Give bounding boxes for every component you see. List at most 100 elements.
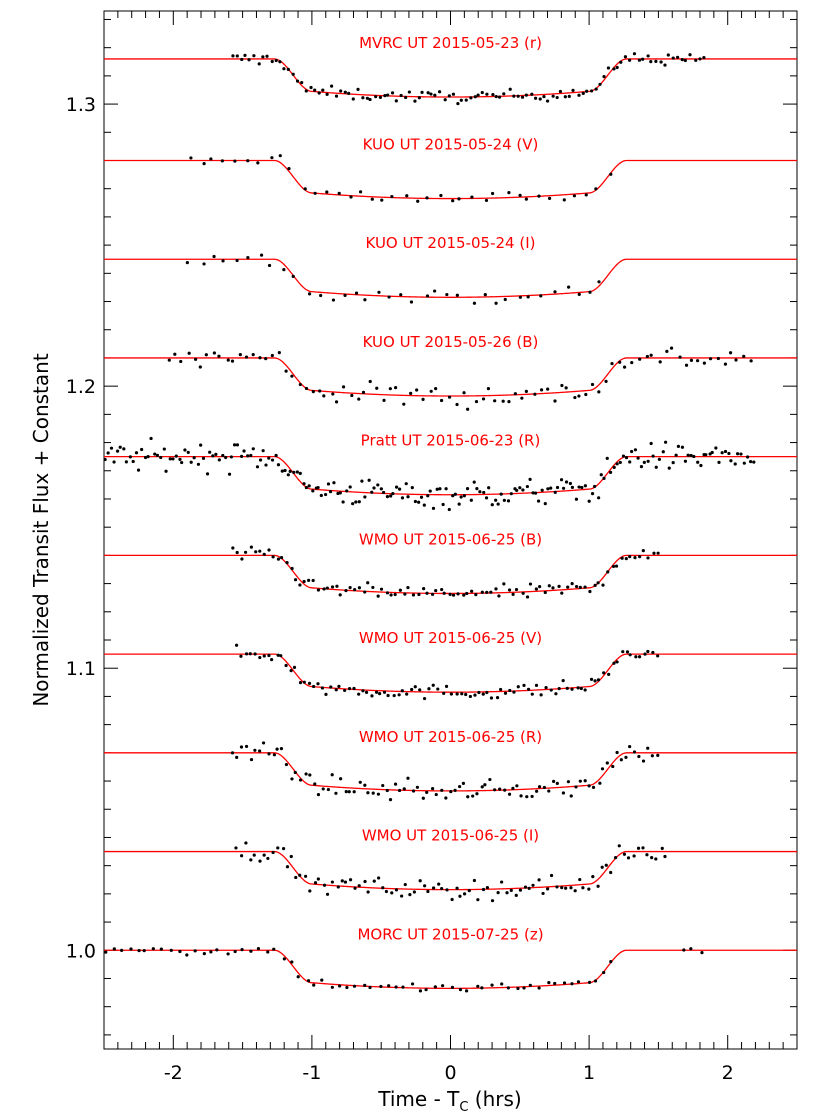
data-point — [192, 456, 196, 460]
data-point — [604, 863, 608, 867]
data-point — [530, 692, 534, 696]
data-point — [382, 490, 386, 495]
data-point — [473, 693, 477, 697]
data-point — [466, 795, 470, 799]
data-point — [615, 65, 619, 70]
data-point — [360, 479, 364, 483]
data-point — [230, 359, 235, 363]
data-point — [636, 846, 641, 850]
data-point — [357, 692, 361, 696]
data-point — [384, 889, 388, 894]
data-point — [704, 453, 708, 457]
data-point — [512, 690, 516, 694]
data-point — [118, 445, 122, 449]
data-point — [379, 487, 383, 491]
data-point — [142, 948, 146, 953]
data-point — [527, 886, 531, 891]
data-point — [282, 67, 286, 71]
data-point — [522, 683, 526, 688]
data-point — [618, 460, 622, 465]
data-point — [352, 984, 357, 988]
data-point — [455, 886, 459, 890]
data-point — [366, 890, 370, 894]
data-point — [221, 453, 225, 458]
data-point — [352, 686, 356, 691]
data-point — [642, 460, 646, 464]
data-point — [518, 193, 522, 197]
data-point — [425, 294, 430, 298]
data-point — [276, 846, 280, 850]
data-point — [483, 292, 487, 297]
data-point — [209, 950, 213, 954]
data-point — [577, 485, 581, 489]
data-point — [270, 59, 274, 64]
data-point — [689, 358, 694, 362]
data-point — [316, 877, 320, 881]
data-point — [442, 591, 446, 595]
data-point — [434, 387, 438, 391]
data-point — [278, 60, 282, 64]
data-point — [518, 486, 522, 490]
data-point — [319, 293, 323, 298]
data-point — [270, 658, 274, 662]
data-point — [546, 887, 550, 891]
data-point — [553, 399, 557, 403]
data-point — [249, 545, 253, 549]
data-point — [683, 58, 687, 63]
data-point — [343, 880, 348, 884]
data-point — [298, 778, 303, 782]
data-point — [497, 594, 501, 598]
data-point — [489, 696, 494, 700]
data-point — [564, 886, 568, 890]
data-point — [254, 550, 258, 554]
data-point — [308, 773, 312, 777]
data-point — [619, 60, 623, 64]
data-point — [445, 292, 449, 297]
data-point — [338, 593, 342, 597]
data-point — [584, 193, 588, 197]
data-point — [325, 586, 329, 590]
data-point — [351, 97, 355, 101]
data-point — [602, 75, 606, 79]
data-point — [600, 767, 605, 771]
data-point — [646, 556, 650, 560]
data-point — [539, 294, 543, 298]
data-point — [322, 587, 326, 591]
data-point — [357, 500, 361, 504]
data-point — [289, 854, 293, 859]
data-point — [375, 386, 379, 390]
data-point — [302, 579, 306, 584]
data-point — [284, 762, 289, 767]
data-point — [547, 789, 551, 793]
data-point — [357, 586, 362, 590]
data-point — [512, 94, 516, 98]
data-point — [388, 798, 393, 802]
data-point — [499, 687, 503, 692]
data-point — [698, 57, 702, 61]
data-point — [258, 749, 262, 753]
data-point — [230, 751, 235, 755]
data-point — [122, 447, 126, 451]
data-point — [521, 591, 525, 595]
data-point — [289, 669, 293, 673]
data-point — [574, 785, 578, 789]
data-point — [265, 54, 269, 58]
data-point — [376, 792, 381, 796]
data-point — [388, 387, 392, 391]
data-point — [495, 696, 500, 700]
data-point — [322, 883, 327, 887]
data-point — [520, 95, 525, 99]
data-point — [554, 692, 558, 696]
data-point — [520, 396, 524, 400]
data-point — [434, 588, 438, 593]
data-point — [462, 593, 466, 597]
data-point — [321, 88, 325, 92]
data-point — [588, 290, 592, 294]
data-point — [559, 478, 564, 482]
data-point — [390, 194, 394, 199]
data-point — [472, 480, 476, 484]
data-point — [235, 550, 239, 555]
light-curve-label: KUO UT 2015-05-24 (I) — [366, 234, 536, 252]
data-point — [276, 653, 280, 657]
data-point — [233, 949, 237, 954]
